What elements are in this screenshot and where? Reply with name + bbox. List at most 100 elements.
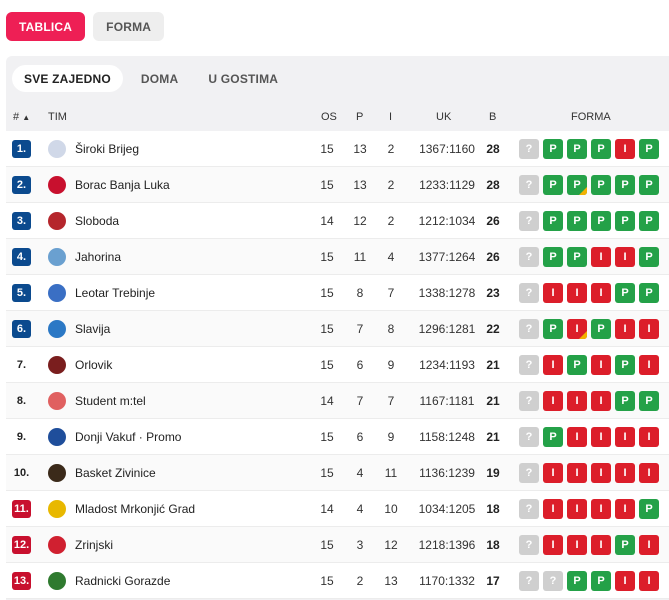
team-name[interactable]: Student m:tel xyxy=(75,394,146,408)
form-loss-badge[interactable]: I xyxy=(567,463,587,483)
form-loss-badge[interactable]: I xyxy=(591,463,611,483)
form-loss-badge[interactable]: I xyxy=(615,571,635,591)
form-unknown-badge[interactable]: ? xyxy=(519,283,539,303)
form-win-badge[interactable]: P xyxy=(615,391,635,411)
form-loss-badge[interactable]: I xyxy=(567,535,587,555)
table-row[interactable]: 8. Student m:tel 14 7 7 1167:1181 21? I I I P P xyxy=(6,383,669,419)
form-loss-badge[interactable]: I xyxy=(567,499,587,519)
form-win-badge[interactable]: P xyxy=(615,355,635,375)
form-win-badge[interactable]: P xyxy=(543,211,563,231)
form-loss-badge[interactable]: I xyxy=(567,319,587,339)
form-win-badge[interactable]: P xyxy=(639,499,659,519)
form-win-badge[interactable]: P xyxy=(639,175,659,195)
table-row[interactable]: 4. Jahorina 15 11 4 1377:1264 26? P P I I P xyxy=(6,239,669,275)
form-win-badge[interactable]: P xyxy=(567,139,587,159)
table-row[interactable]: 2. Borac Banja Luka 15 13 2 1233:1129 28? P P P P P xyxy=(6,167,669,203)
form-win-badge[interactable]: P xyxy=(591,139,611,159)
form-loss-badge[interactable]: I xyxy=(615,499,635,519)
form-win-badge[interactable]: P xyxy=(543,427,563,447)
table-row[interactable]: 3. Sloboda 14 12 2 1212:1034 26? P P P P P xyxy=(6,203,669,239)
form-win-badge[interactable]: P xyxy=(615,283,635,303)
form-loss-badge[interactable]: I xyxy=(567,427,587,447)
form-win-badge[interactable]: P xyxy=(591,319,611,339)
form-win-badge[interactable]: P xyxy=(543,175,563,195)
form-win-badge[interactable]: P xyxy=(567,175,587,195)
form-unknown-badge[interactable]: ? xyxy=(543,571,563,591)
form-loss-badge[interactable]: I xyxy=(543,535,563,555)
form-win-badge[interactable]: P xyxy=(639,139,659,159)
form-unknown-badge[interactable]: ? xyxy=(519,139,539,159)
form-loss-badge[interactable]: I xyxy=(591,535,611,555)
form-loss-badge[interactable]: I xyxy=(639,535,659,555)
team-name[interactable]: Sloboda xyxy=(75,214,120,228)
form-win-badge[interactable]: P xyxy=(639,247,659,267)
form-loss-badge[interactable]: I xyxy=(639,571,659,591)
form-win-badge[interactable]: P xyxy=(567,571,587,591)
form-loss-badge[interactable]: I xyxy=(615,319,635,339)
form-win-badge[interactable]: P xyxy=(615,211,635,231)
form-loss-badge[interactable]: I xyxy=(615,427,635,447)
table-row[interactable]: 6. Slavija 15 7 8 1296:1281 22? P I P I I xyxy=(6,311,669,347)
form-loss-badge[interactable]: I xyxy=(639,427,659,447)
table-row[interactable]: 7. Orlovik 15 6 9 1234:1193 21? I P I P I xyxy=(6,347,669,383)
table-row[interactable]: 9. Donji Vakuf · Promo 15 6 9 1158:1248 21? P I I… xyxy=(6,419,669,455)
form-unknown-badge[interactable]: ? xyxy=(519,571,539,591)
form-unknown-badge[interactable]: ? xyxy=(519,427,539,447)
form-win-badge[interactable]: P xyxy=(567,247,587,267)
team-name[interactable]: Borac Banja Luka xyxy=(75,178,170,192)
form-win-badge[interactable]: P xyxy=(567,355,587,375)
form-win-badge[interactable]: P xyxy=(543,247,563,267)
form-loss-badge[interactable]: I xyxy=(591,355,611,375)
form-unknown-badge[interactable]: ? xyxy=(519,319,539,339)
form-win-badge[interactable]: P xyxy=(543,139,563,159)
form-win-badge[interactable]: P xyxy=(567,211,587,231)
form-unknown-badge[interactable]: ? xyxy=(519,463,539,483)
table-row[interactable]: 13. Radnicki Gorazde 15 2 13 1170:1332 17?? P P I… xyxy=(6,563,669,599)
form-win-badge[interactable]: P xyxy=(639,211,659,231)
form-loss-badge[interactable]: I xyxy=(591,283,611,303)
form-unknown-badge[interactable]: ? xyxy=(519,355,539,375)
form-loss-badge[interactable]: I xyxy=(639,355,659,375)
form-loss-badge[interactable]: I xyxy=(543,391,563,411)
team-name[interactable]: Zrinjski xyxy=(75,538,113,552)
table-row[interactable]: 12. Zrinjski 15 3 12 1218:1396 18? I I I P I xyxy=(6,527,669,563)
form-loss-badge[interactable]: I xyxy=(567,391,587,411)
team-name[interactable]: Mladost Mrkonjić Grad xyxy=(75,502,196,516)
table-row[interactable]: 10. Basket Zivinice 15 4 11 1136:1239 19? I I I I I xyxy=(6,455,669,491)
form-unknown-badge[interactable]: ? xyxy=(519,391,539,411)
form-loss-badge[interactable]: I xyxy=(639,319,659,339)
tab-forma[interactable]: FORMA xyxy=(93,12,165,41)
form-loss-badge[interactable]: I xyxy=(591,499,611,519)
form-loss-badge[interactable]: I xyxy=(591,427,611,447)
team-name[interactable]: Basket Zivinice xyxy=(75,466,156,480)
header-rank[interactable]: # ▲ xyxy=(13,111,31,123)
form-loss-badge[interactable]: I xyxy=(615,463,635,483)
form-loss-badge[interactable]: I xyxy=(543,499,563,519)
form-loss-badge[interactable]: I xyxy=(567,283,587,303)
team-name[interactable]: Orlovik xyxy=(75,358,113,372)
form-loss-badge[interactable]: I xyxy=(543,283,563,303)
form-win-badge[interactable]: P xyxy=(615,175,635,195)
form-loss-badge[interactable]: I xyxy=(615,139,635,159)
form-unknown-badge[interactable]: ? xyxy=(519,211,539,231)
form-unknown-badge[interactable]: ? xyxy=(519,499,539,519)
form-win-badge[interactable]: P xyxy=(591,211,611,231)
team-name[interactable]: Slavija xyxy=(75,322,111,336)
team-name[interactable]: Jahorina xyxy=(75,250,122,264)
table-row[interactable]: 1. Široki Brijeg 15 13 2 1367:1160 28? P P P I P xyxy=(6,131,669,167)
form-unknown-badge[interactable]: ? xyxy=(519,175,539,195)
subtab-home[interactable]: DOMA xyxy=(140,71,179,86)
form-loss-badge[interactable]: I xyxy=(615,247,635,267)
form-loss-badge[interactable]: I xyxy=(591,391,611,411)
form-unknown-badge[interactable]: ? xyxy=(519,247,539,267)
form-loss-badge[interactable]: I xyxy=(591,247,611,267)
team-name[interactable]: Donji Vakuf · Promo xyxy=(75,430,182,444)
form-loss-badge[interactable]: I xyxy=(543,355,563,375)
table-row[interactable]: 11. Mladost Mrkonjić Grad 14 4 10 1034:1205 18… xyxy=(6,491,669,527)
team-name[interactable]: Leotar Trebinje xyxy=(75,286,156,300)
team-name[interactable]: Radnicki Gorazde xyxy=(75,574,171,588)
form-win-badge[interactable]: P xyxy=(591,571,611,591)
team-name[interactable]: Široki Brijeg xyxy=(75,142,140,156)
form-win-badge[interactable]: P xyxy=(639,391,659,411)
table-row[interactable]: 5. Leotar Trebinje 15 8 7 1338:1278 23? I I I P P xyxy=(6,275,669,311)
